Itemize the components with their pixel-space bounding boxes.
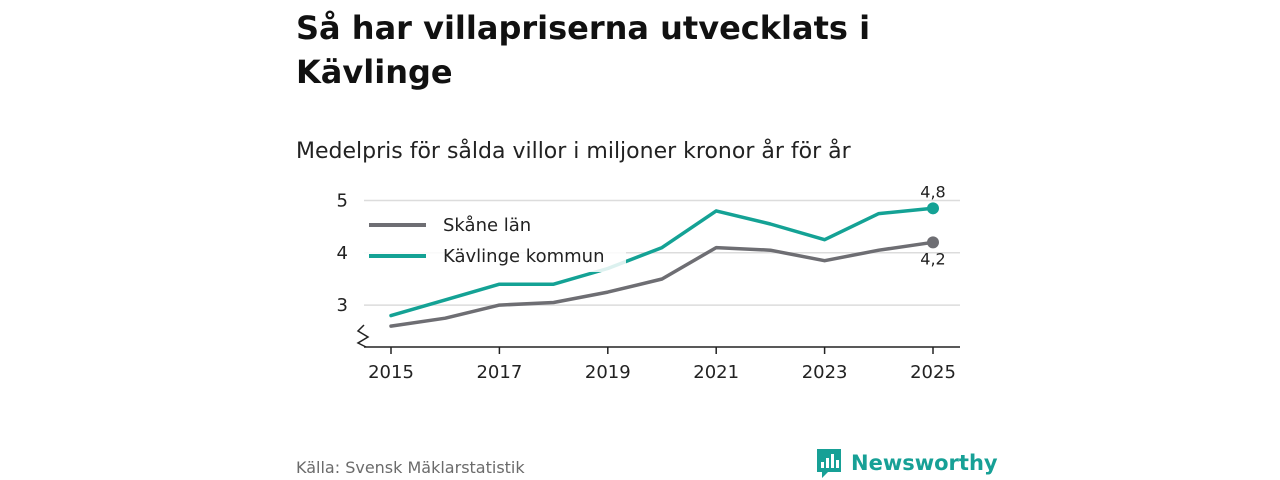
y-tick-label: 3	[337, 295, 348, 316]
line-chart-svg: 3 4 5 2015 2017 2019 2021 2023 2025 Skåne län Käv…	[337, 182, 960, 383]
legend-background	[356, 210, 626, 272]
chart-title: Så har villapriserna utvecklats i Kävlin…	[296, 9, 871, 91]
x-tick-label: 2025	[910, 362, 956, 383]
legend-label: Skåne län	[443, 215, 531, 236]
brand-logo: Newsworthy	[815, 446, 998, 480]
series-end-marker	[927, 236, 939, 249]
chart-subtitle: Medelpris för sålda villor i miljoner kr…	[296, 139, 851, 164]
series-lines	[389, 202, 939, 328]
source-note: Källa: Svensk Mäklarstatistik	[296, 458, 525, 477]
axes: 3 4 5 2015 2017 2019 2021 2023 2025	[337, 190, 960, 383]
end-value-label: 4,2	[920, 249, 945, 268]
brand-name: Newsworthy	[851, 451, 998, 475]
line-chart: 3 4 5 2015 2017 2019 2021 2023 2025 Skåne län Käv…	[296, 182, 986, 400]
legend: Skåne län Kävlinge kommun	[356, 210, 626, 272]
x-tick-label: 2019	[585, 362, 631, 383]
data-labels: 4,2 4,8	[920, 182, 945, 268]
axis-break-icon	[356, 324, 370, 348]
x-tick-label: 2021	[693, 362, 739, 383]
x-tick-label: 2015	[368, 362, 414, 383]
y-tick-label: 4	[337, 243, 348, 264]
series-line-kavlinge	[389, 206, 935, 318]
series-end-marker	[927, 202, 939, 215]
end-value-label: 4,8	[920, 182, 945, 201]
bar-chart-speech-bubble-icon	[817, 449, 841, 478]
x-tick-label: 2023	[802, 362, 848, 383]
legend-label: Kävlinge kommun	[443, 246, 604, 267]
y-tick-label: 5	[337, 190, 348, 211]
x-tick-label: 2017	[476, 362, 522, 383]
series-line-skane	[389, 240, 935, 328]
